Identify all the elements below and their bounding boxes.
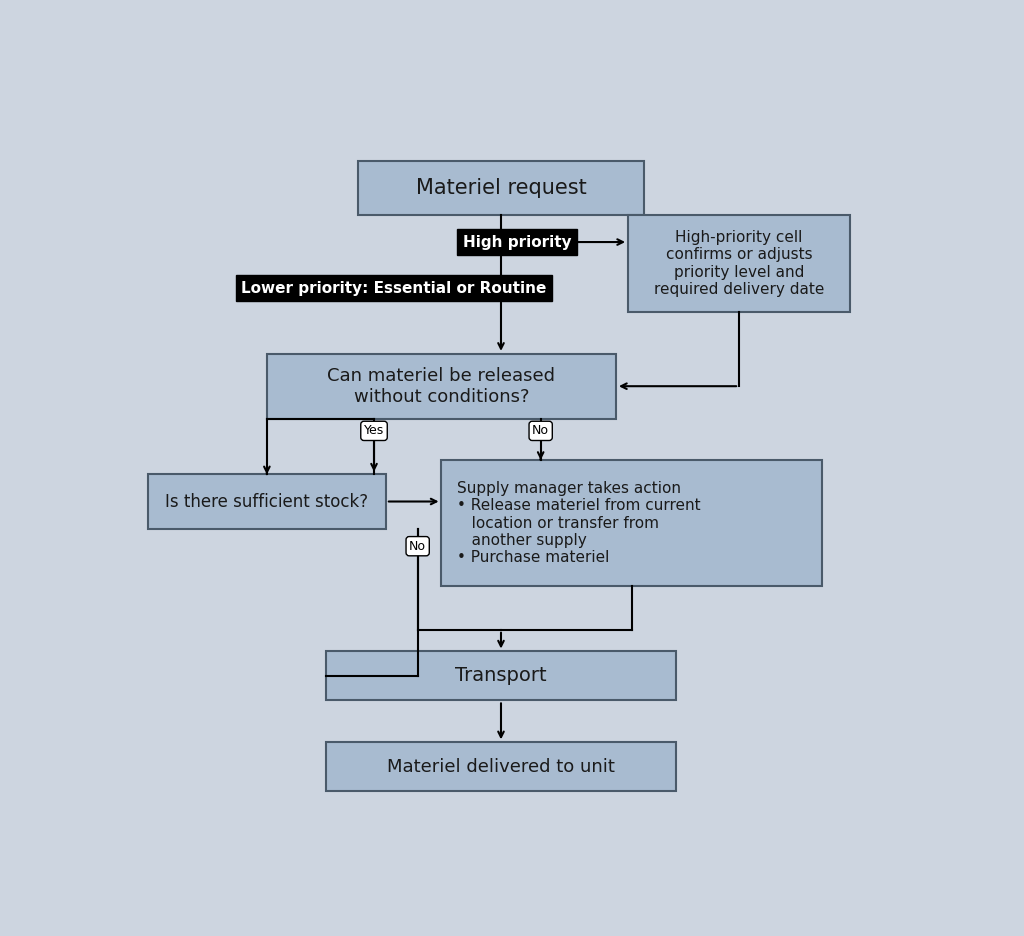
Text: Materiel request: Materiel request bbox=[416, 178, 587, 198]
FancyBboxPatch shape bbox=[358, 161, 644, 215]
FancyBboxPatch shape bbox=[441, 461, 822, 586]
Text: Can materiel be released
without conditions?: Can materiel be released without conditi… bbox=[328, 367, 555, 405]
Text: No: No bbox=[410, 540, 426, 552]
FancyBboxPatch shape bbox=[267, 354, 616, 418]
Text: No: No bbox=[532, 424, 549, 437]
FancyBboxPatch shape bbox=[327, 742, 676, 791]
Text: High priority: High priority bbox=[463, 235, 571, 250]
Text: Lower priority: Essential or Routine: Lower priority: Essential or Routine bbox=[242, 281, 547, 296]
FancyBboxPatch shape bbox=[327, 651, 676, 700]
Text: Transport: Transport bbox=[456, 666, 547, 685]
Text: High-priority cell
confirms or adjusts
priority level and
required delivery date: High-priority cell confirms or adjusts p… bbox=[654, 230, 824, 298]
Text: Materiel delivered to unit: Materiel delivered to unit bbox=[387, 758, 615, 776]
FancyBboxPatch shape bbox=[628, 215, 850, 313]
Text: Yes: Yes bbox=[364, 424, 384, 437]
Text: Supply manager takes action
• Release materiel from current
   location or trans: Supply manager takes action • Release ma… bbox=[458, 481, 701, 565]
FancyBboxPatch shape bbox=[147, 475, 386, 529]
Text: Is there sufficient stock?: Is there sufficient stock? bbox=[165, 492, 369, 510]
